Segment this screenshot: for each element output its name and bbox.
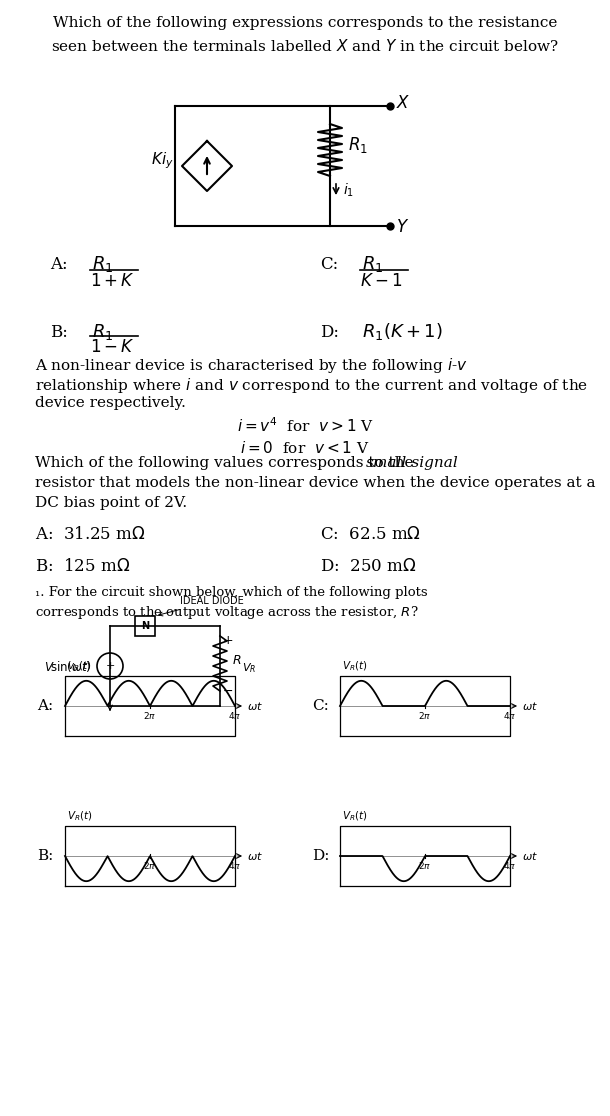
Text: $V_R(t)$: $V_R(t)$ (342, 660, 368, 673)
Text: B:: B: (37, 849, 54, 863)
Text: D:  250 m$\Omega$: D: 250 m$\Omega$ (320, 558, 417, 575)
Text: $4\pi$: $4\pi$ (228, 710, 242, 721)
Text: A:  31.25 m$\Omega$: A: 31.25 m$\Omega$ (35, 526, 146, 543)
Text: corresponds to the output voltage across the resistor, $R$?: corresponds to the output voltage across… (35, 604, 418, 620)
Text: D:: D: (320, 324, 339, 341)
Text: $1+K$: $1+K$ (90, 273, 135, 290)
Text: $V_R(t)$: $V_R(t)$ (342, 809, 368, 822)
Text: $i = 0$  for  $v < 1$ V: $i = 0$ for $v < 1$ V (240, 440, 370, 456)
Text: $R_1$: $R_1$ (348, 135, 368, 155)
Text: C:: C: (320, 256, 339, 273)
Text: small-signal: small-signal (366, 456, 459, 470)
Text: A:: A: (37, 699, 53, 713)
Text: $\omega t$: $\omega t$ (522, 850, 538, 862)
Text: $R_1(K+1)$: $R_1(K+1)$ (362, 321, 443, 341)
Text: DC bias point of 2V.: DC bias point of 2V. (35, 496, 187, 510)
Text: +: + (106, 661, 115, 671)
Text: A non-linear device is characterised by the following $i$-$v$: A non-linear device is characterised by … (35, 356, 468, 375)
Text: $4\pi$: $4\pi$ (503, 710, 517, 721)
Text: IDEAL DIODE: IDEAL DIODE (159, 596, 244, 616)
Text: $2\pi$: $2\pi$ (143, 860, 157, 870)
Text: $\omega t$: $\omega t$ (247, 700, 263, 712)
Text: $K-1$: $K-1$ (360, 273, 403, 290)
Bar (135, 616, 155, 636)
Text: −: − (223, 685, 234, 698)
Text: $X$: $X$ (396, 96, 411, 113)
Text: $i_1$: $i_1$ (343, 181, 354, 199)
Text: $R_1$: $R_1$ (92, 323, 113, 341)
Text: $V_R(t)$: $V_R(t)$ (67, 809, 93, 822)
Text: Which of the following values corresponds to the: Which of the following values correspond… (35, 456, 418, 470)
Text: relationship where $i$ and $v$ correspond to the current and voltage of the: relationship where $i$ and $v$ correspon… (35, 376, 588, 395)
Text: $Y$: $Y$ (396, 220, 409, 237)
Text: $2\pi$: $2\pi$ (418, 860, 432, 870)
Text: $2\pi$: $2\pi$ (418, 710, 432, 721)
Text: $Ki_y$: $Ki_y$ (151, 151, 174, 171)
Text: $1-K$: $1-K$ (90, 339, 135, 356)
Text: resistor that models the non-linear device when the device operates at a: resistor that models the non-linear devi… (35, 477, 595, 490)
Text: $v_R(t)$: $v_R(t)$ (67, 660, 91, 673)
Text: Which of the following expressions corresponds to the resistance
seen between th: Which of the following expressions corre… (51, 16, 559, 54)
Text: +: + (223, 634, 234, 647)
Text: $2\pi$: $2\pi$ (143, 710, 157, 721)
Text: $\omega t$: $\omega t$ (522, 700, 538, 712)
Text: $R$: $R$ (232, 654, 242, 666)
Text: C:  62.5 m$\Omega$: C: 62.5 m$\Omega$ (320, 526, 421, 543)
Text: device respectively.: device respectively. (35, 396, 186, 410)
Text: N: N (141, 620, 149, 631)
Text: A:: A: (50, 256, 68, 273)
Text: $\omega t$: $\omega t$ (247, 850, 263, 862)
Text: $i = v^4$  for  $v > 1$ V: $i = v^4$ for $v > 1$ V (237, 416, 373, 435)
Text: B:: B: (50, 324, 68, 341)
Text: $V\!\sin(\omega t)$: $V\!\sin(\omega t)$ (45, 658, 92, 673)
Text: D:: D: (312, 849, 329, 863)
Text: ₁. For the circuit shown below, which of the following plots: ₁. For the circuit shown below, which of… (35, 586, 428, 599)
Text: $R_1$: $R_1$ (92, 254, 113, 275)
Text: $4\pi$: $4\pi$ (228, 860, 242, 870)
Text: B:  125 m$\Omega$: B: 125 m$\Omega$ (35, 558, 131, 575)
Text: $4\pi$: $4\pi$ (503, 860, 517, 870)
Text: C:: C: (312, 699, 329, 713)
Text: $R_1$: $R_1$ (362, 254, 383, 275)
Text: $V_R$: $V_R$ (242, 661, 256, 675)
